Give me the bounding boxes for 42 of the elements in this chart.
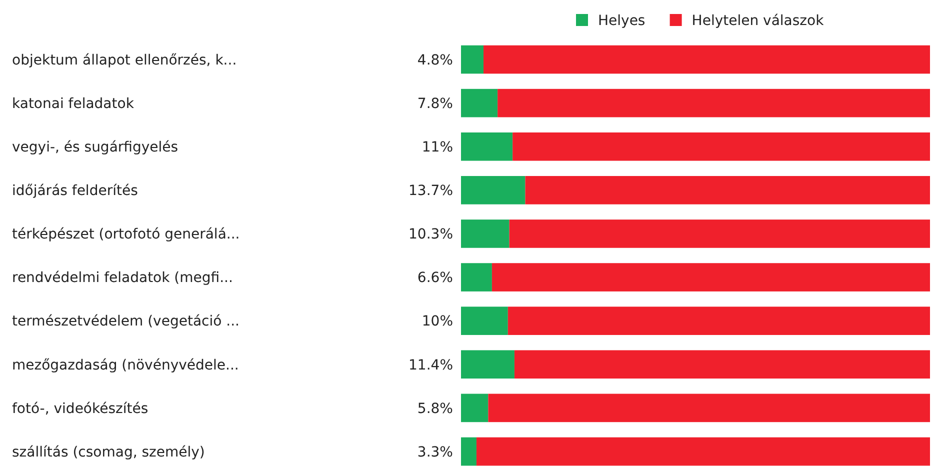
data-label: 10% (422, 314, 453, 330)
bar (461, 132, 513, 161)
data-label: 7.8% (417, 96, 453, 112)
y-tick-label: természetvédelem (vegetáció ... (12, 314, 240, 330)
bar (461, 176, 526, 204)
y-tick-label: térképészet (ortofotó generálá... (12, 226, 240, 243)
bar (492, 263, 930, 292)
bar (514, 350, 930, 379)
bar (461, 394, 488, 422)
bar (488, 394, 930, 422)
y-tick-label: vegyi-, és sugárfigyelés (12, 140, 178, 156)
data-label: 11% (422, 140, 453, 156)
legend-label: Helyes (598, 12, 646, 29)
bar (509, 220, 930, 248)
data-label: 3.3% (417, 444, 453, 460)
data-label: 5.8% (417, 400, 453, 417)
bar (461, 306, 508, 335)
y-tick-label: objektum állapot ellenőrzés, k... (12, 52, 237, 68)
data-label: 13.7% (408, 183, 453, 200)
bar (476, 437, 930, 466)
y-tick-label: időjárás felderítés (12, 183, 138, 200)
bar (525, 176, 930, 204)
bar (461, 437, 476, 466)
data-label: 11.4% (408, 357, 453, 374)
bar (461, 263, 492, 292)
legend-label: Helytelen válaszok (692, 12, 825, 29)
bar (461, 350, 514, 379)
bar (461, 45, 484, 74)
y-tick-label: mezőgazdaság (növényvédele... (12, 357, 239, 374)
bar (461, 220, 510, 248)
y-tick-label: katonai feladatok (12, 96, 135, 112)
y-tick-label: szállítás (csomag, személy) (12, 444, 205, 460)
bar (461, 88, 498, 118)
bar (484, 45, 930, 74)
bar (508, 306, 930, 335)
data-label: 10.3% (408, 226, 453, 243)
bar (498, 88, 930, 118)
data-label: 6.6% (417, 270, 453, 286)
y-tick-label: fotó-, videókészítés (12, 400, 148, 417)
y-tick-label: rendvédelmi feladatok (megfi... (12, 270, 233, 286)
bar (512, 132, 930, 161)
data-label: 4.8% (417, 52, 453, 68)
